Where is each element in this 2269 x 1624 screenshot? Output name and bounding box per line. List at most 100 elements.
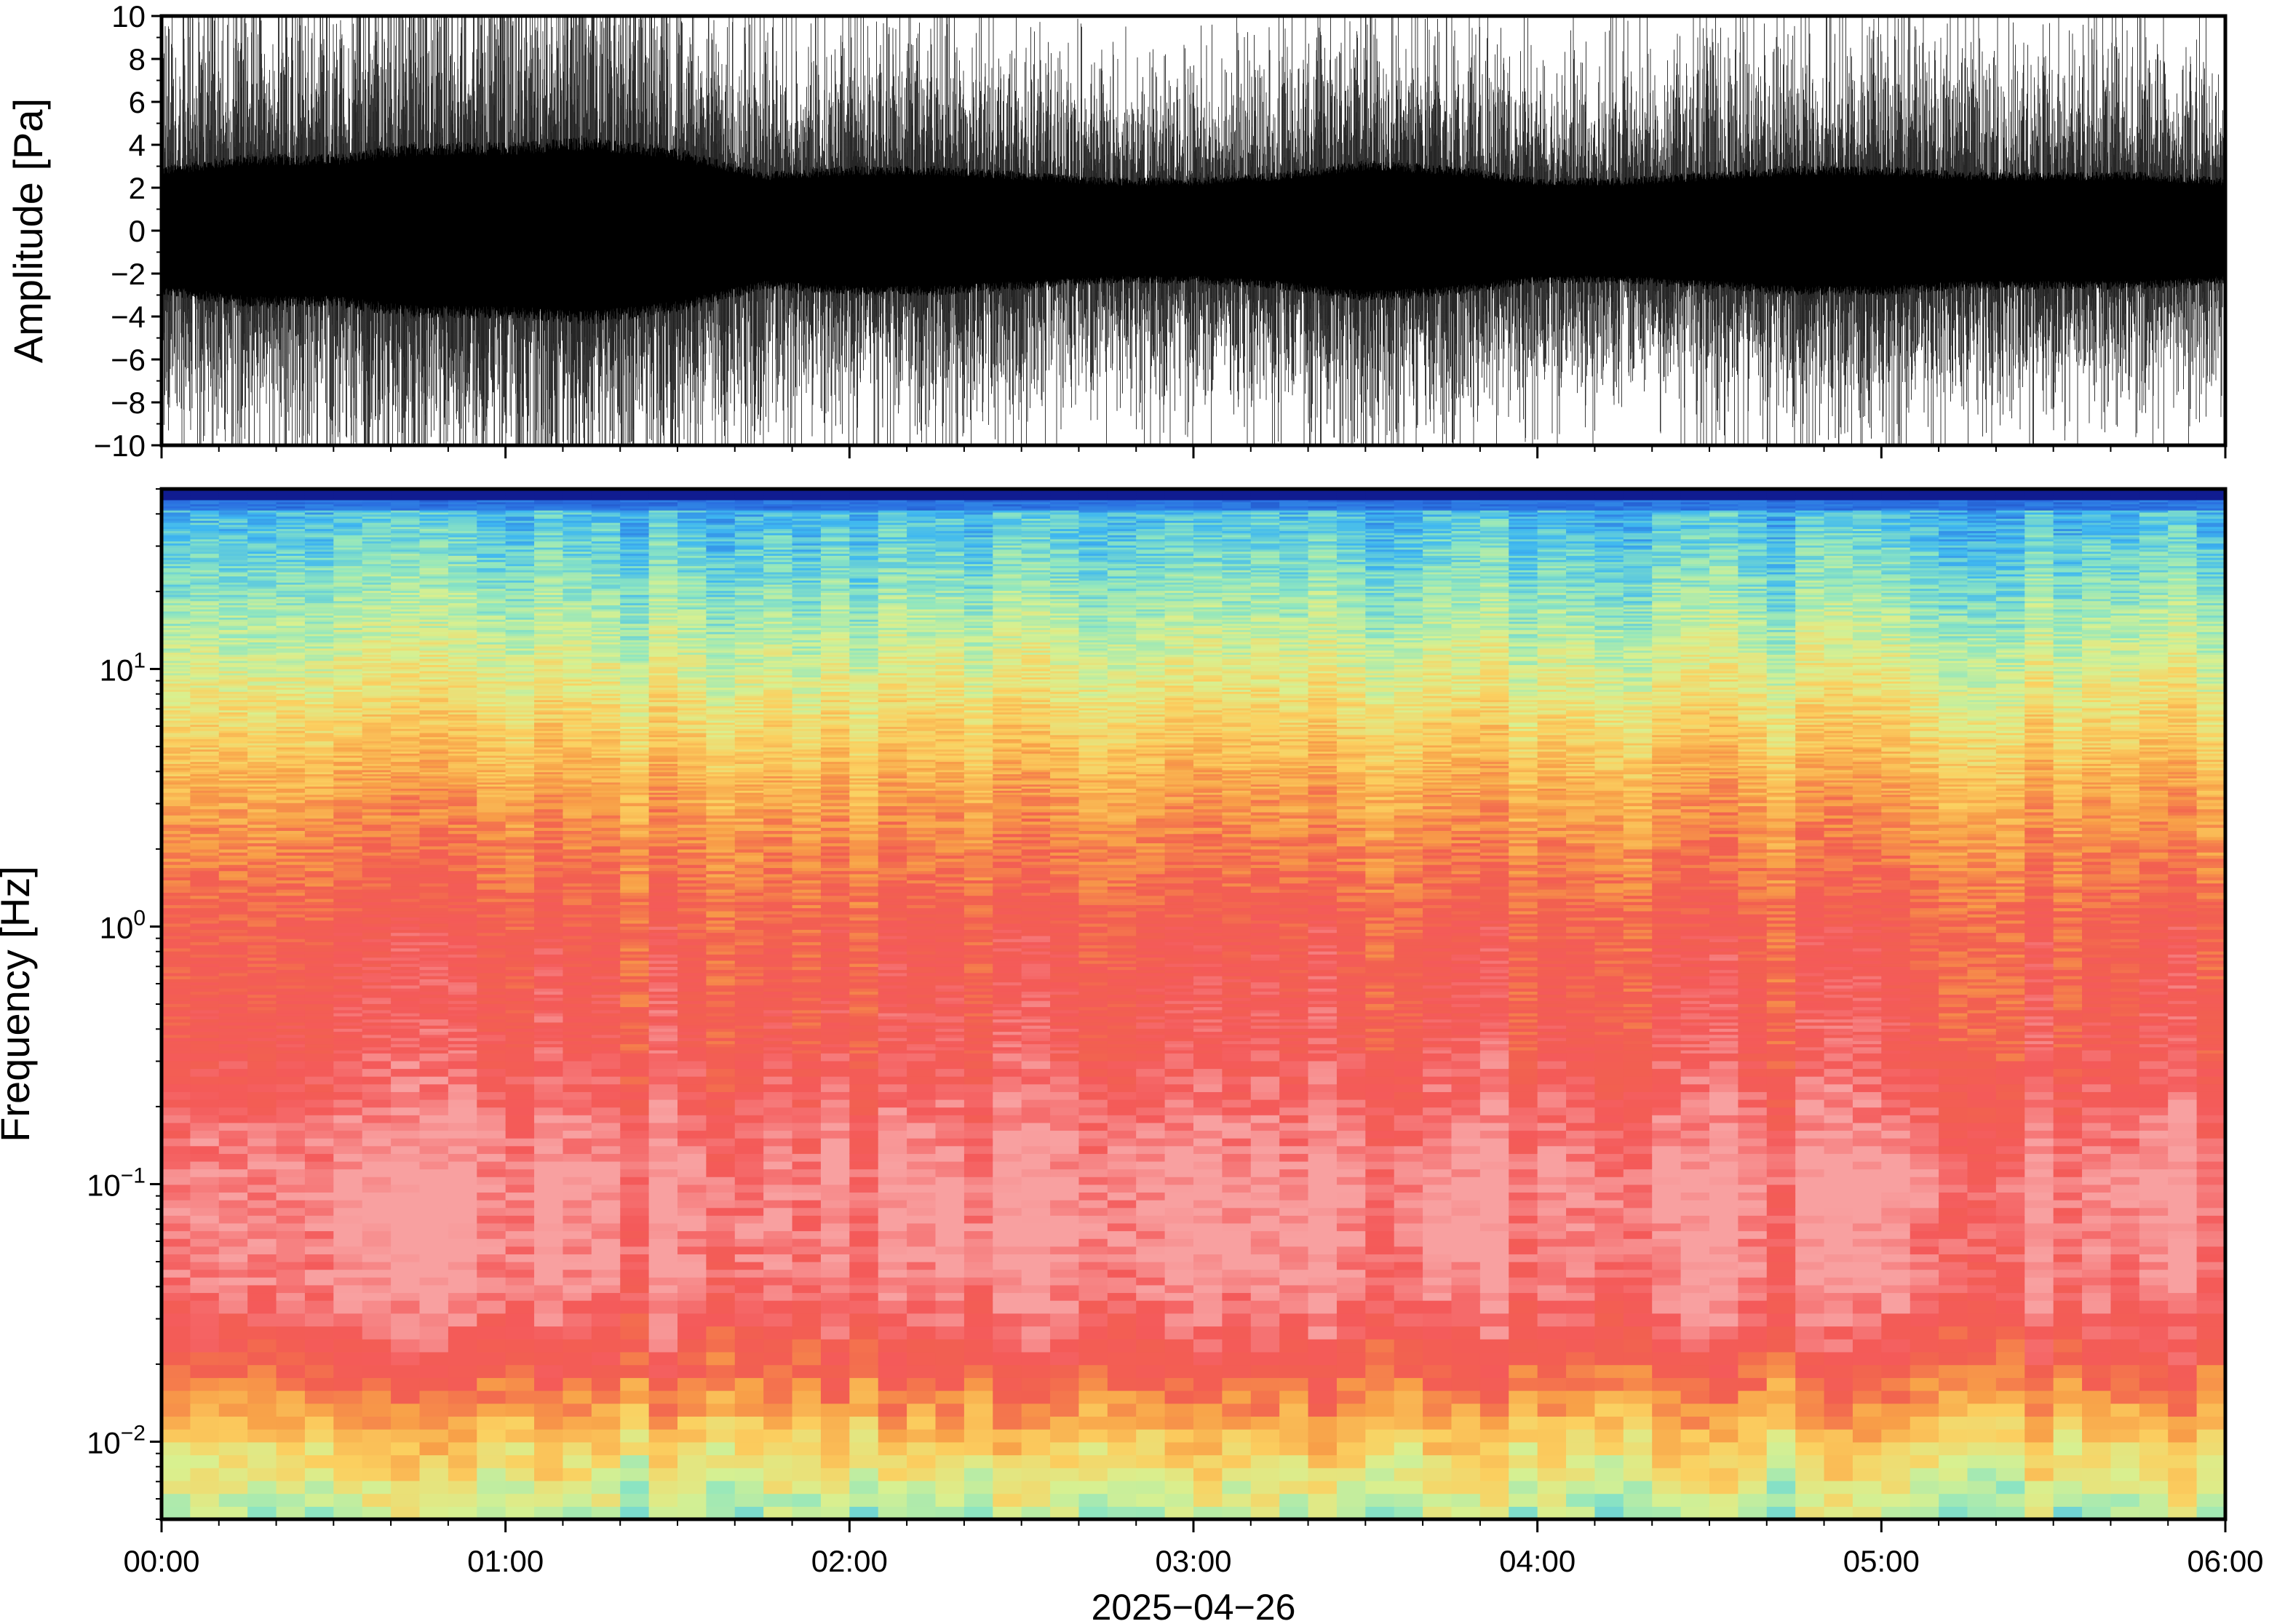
- spectrogram-cell: [304, 957, 334, 961]
- spectrogram-cell: [304, 1006, 334, 1011]
- spectrogram-cell: [391, 904, 421, 909]
- spectrogram-cell: [591, 1230, 621, 1239]
- spectrogram-cell: [563, 555, 592, 558]
- spectrogram-cell: [190, 901, 220, 905]
- spectrogram-cell: [247, 1068, 277, 1077]
- spectrogram-cell: [591, 1009, 621, 1014]
- spectrogram-cell: [648, 848, 678, 853]
- spectrogram-cell: [362, 855, 392, 859]
- spectrogram-cell: [563, 530, 592, 533]
- spectrogram-cell: [162, 662, 191, 666]
- spectrogram-cell: [477, 1006, 506, 1011]
- spectrogram-cell: [534, 499, 564, 503]
- spectrogram-cell: [391, 560, 421, 562]
- spectrogram-cell: [190, 580, 220, 583]
- spectrogram-cell: [162, 633, 191, 637]
- spectrogram-cell: [333, 605, 363, 608]
- spectrogram-cell: [333, 744, 363, 748]
- spectrogram-cell: [391, 910, 421, 915]
- spectrogram-cell: [620, 524, 650, 528]
- spectrogram-cell: [563, 615, 592, 618]
- spectrogram-cell: [620, 1277, 650, 1286]
- spectrogram-cell: [362, 769, 392, 773]
- spectrogram-cell: [477, 780, 506, 783]
- spectrogram-cell: [448, 768, 477, 771]
- spectrogram-cell: [505, 1215, 535, 1224]
- spectrogram-cell: [247, 499, 277, 503]
- spectrogram-cell: [448, 576, 477, 579]
- spectrogram-cell: [620, 907, 650, 912]
- spectrogram-cell: [419, 963, 449, 967]
- spectrogram-cell: [391, 988, 421, 992]
- spectrogram-cell: [591, 939, 621, 942]
- spectrogram-cell: [563, 549, 592, 552]
- spectrogram-cell: [218, 1200, 248, 1209]
- spectrogram-cell: [448, 707, 477, 711]
- spectrogram-cell: [333, 768, 363, 771]
- spectrogram-cell: [276, 1145, 306, 1154]
- spectrogram-cell: [419, 1254, 449, 1262]
- spectrogram-cell: [591, 629, 621, 632]
- spectrogram-cell: [591, 522, 621, 525]
- spectrogram-cell: [505, 994, 535, 998]
- spectrogram-cell: [419, 960, 449, 964]
- spectrogram-cell: [190, 1300, 220, 1314]
- spectrogram-cell: [276, 561, 306, 565]
- spectrogram-cell: [534, 966, 564, 971]
- spectrogram-cell: [419, 718, 449, 721]
- spectrogram-cell: [190, 736, 220, 739]
- spectrogram-cell: [419, 644, 449, 647]
- spectrogram-cell: [505, 712, 535, 715]
- spectrogram-cell: [247, 645, 277, 649]
- spectrogram-cell: [563, 724, 592, 727]
- spectrogram-cell: [362, 771, 392, 775]
- spectrogram-cell: [362, 1207, 392, 1216]
- spectrogram-cell: [477, 994, 506, 998]
- spectrogram-cell: [563, 979, 592, 983]
- spectrogram-cell: [591, 695, 621, 698]
- spectrogram-cell: [391, 1138, 421, 1147]
- spectrogram-cell: [477, 794, 506, 797]
- spectrogram-cell: [534, 1192, 564, 1201]
- spectrogram-cell: [448, 1441, 477, 1456]
- spectrogram-cell: [218, 755, 248, 758]
- spectrogram-cell: [247, 741, 277, 744]
- spectrogram-cell: [304, 720, 334, 723]
- spectrogram-cell: [419, 530, 449, 533]
- spectrogram-cell: [477, 1277, 506, 1286]
- spectrogram-cell: [162, 561, 191, 565]
- spectrogram-cell: [190, 670, 220, 674]
- spectrogram-cell: [162, 907, 191, 912]
- spectrogram-cell: [620, 966, 650, 971]
- spectrogram-cell: [304, 1060, 334, 1070]
- spectrogram-cell: [304, 885, 334, 890]
- spectrogram-cell: [419, 917, 449, 921]
- spectrogram-cell: [391, 543, 421, 546]
- spectrogram-cell: [190, 951, 220, 955]
- spectrogram-cell: [162, 1099, 191, 1108]
- spectrogram-cell: [362, 1230, 392, 1239]
- spectrogram-cell: [276, 726, 306, 729]
- spectrogram-cell: [362, 951, 392, 955]
- spectrogram-cell: [362, 650, 392, 653]
- spectrogram-cell: [477, 904, 506, 909]
- spectrogram-cell: [362, 883, 392, 887]
- spectrogram-cell: [648, 827, 678, 832]
- spectrogram-cell: [304, 739, 334, 741]
- spectrogram-cell: [505, 658, 535, 661]
- spectrogram-cell: [648, 1153, 678, 1162]
- spectrogram-cell: [276, 503, 306, 506]
- spectrogram-cell: [362, 648, 392, 651]
- spectrogram-cell: [391, 691, 421, 694]
- spectrogram-cell: [218, 954, 248, 958]
- spectrogram-cell: [448, 1215, 477, 1224]
- spectrogram-cell: [448, 549, 477, 552]
- spectrogram-cell: [419, 805, 449, 810]
- spectrogram-cell: [190, 707, 220, 711]
- spectrogram-cell: [563, 914, 592, 918]
- spectrogram-cell: [448, 960, 477, 964]
- spectrogram-cell: [620, 836, 650, 840]
- spectrogram-cell: [419, 988, 449, 992]
- spectrogram-cell: [591, 528, 621, 531]
- spectrogram-cell: [620, 617, 650, 620]
